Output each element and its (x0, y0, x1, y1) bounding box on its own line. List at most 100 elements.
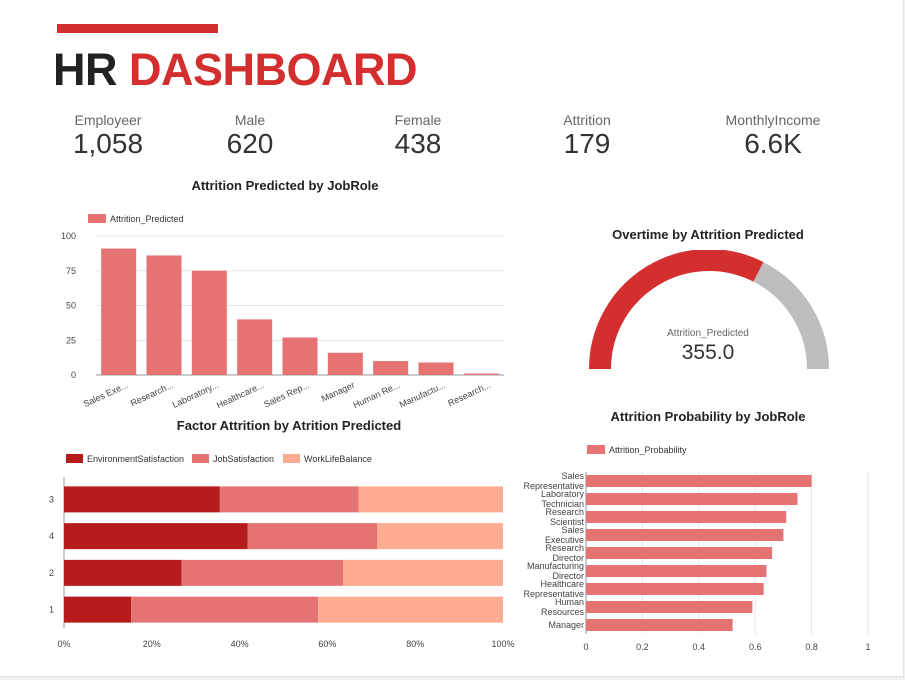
kpi-value: 179 (563, 128, 611, 159)
kpi-label: Attrition (563, 112, 611, 128)
x-tick-label: 0.8 (805, 642, 818, 652)
kpi-label: Female (394, 112, 442, 128)
y-tick-label: Sales (561, 471, 584, 481)
x-tick-label: 60% (318, 639, 336, 649)
kpi-label: MonthlyIncome (725, 112, 821, 128)
bar-segment (318, 596, 503, 623)
page-title-part1: HR (53, 44, 129, 95)
chart-attrition-predicted-by-jobrole: Attrition_Predicted 0 25 50 75 100 Sales Exe..… (61, 214, 504, 410)
chart-attrition-probability-by-jobrole: Attrition_Probability 0 0.2 0.4 0.6 0.8 1 Sales… (523, 445, 871, 652)
bar (586, 511, 787, 523)
bar-segment (247, 523, 378, 550)
bar-segment (181, 559, 344, 586)
y-tick-label: Healthcare (540, 579, 584, 589)
chart-title-attrition-predicted: Attrition Predicted by JobRole (191, 178, 379, 193)
legend-swatch (587, 445, 605, 454)
page-title-part2: DASHBOARD (129, 44, 418, 95)
y-tick-label: Representative (523, 481, 584, 491)
kpi-value: 6.6K (744, 128, 802, 159)
bar-segment (358, 486, 503, 513)
bar (237, 319, 273, 375)
x-tick-label: 20% (143, 639, 161, 649)
y-tick-label: Director (552, 571, 584, 581)
bar-segment (219, 486, 359, 513)
bar (418, 362, 454, 375)
bar (586, 619, 733, 631)
bar (586, 583, 764, 595)
kpi-label: Male (234, 112, 266, 128)
legend-label: JobSatisfaction (213, 454, 274, 464)
y-tick-label: Resources (541, 607, 585, 617)
bar (373, 361, 409, 375)
legend-label: WorkLifeBalance (304, 454, 372, 464)
kpi-monthly-income: MonthlyIncome 6.6K (693, 111, 853, 159)
y-tick-label: 0 (71, 370, 76, 380)
legend-swatch (283, 454, 300, 463)
y-tick-label: Sales (561, 525, 584, 535)
bar (191, 270, 227, 375)
y-tick-label: 3 (49, 494, 54, 504)
y-tick-label: 25 (66, 335, 76, 345)
x-tick-label: Research... (129, 380, 175, 409)
x-tick-label: Sales Rep... (262, 380, 311, 410)
x-tick-label: 100% (491, 639, 514, 649)
x-tick-label: Human Re... (351, 380, 401, 410)
bar (586, 493, 798, 505)
y-tick-label: Executive (545, 535, 584, 545)
bar (586, 547, 773, 559)
x-tick-label: Manufactu... (398, 380, 447, 410)
gauge-overtime (589, 250, 829, 370)
kpi-attrition: Attrition 179 (507, 111, 667, 159)
kpi-label: Employeer (74, 112, 142, 128)
chart-title-attrition-probability: Attrition Probability by JobRole (610, 409, 806, 424)
bar (327, 352, 363, 375)
y-tick-label: 4 (49, 531, 54, 541)
x-tick-label: 0.4 (693, 642, 706, 652)
kpi-male: Male 620 (170, 111, 330, 159)
chart-factor-attrition: EnvironmentSatisfaction JobSatisfaction Wo… (49, 454, 515, 649)
x-tick-label: 0.6 (749, 642, 762, 652)
gauge-value-arc (589, 250, 764, 370)
x-tick-label: 40% (231, 639, 249, 649)
bar-segment (64, 596, 132, 623)
y-tick-label: Director (552, 553, 584, 563)
legend-label: Attrition_Predicted (110, 214, 184, 224)
bar-segment (131, 596, 319, 623)
bar (282, 337, 318, 375)
x-tick-label: 0 (583, 642, 588, 652)
y-tick-label: 100 (61, 231, 76, 241)
y-tick-label: Research (545, 507, 584, 517)
kpi-value: 438 (394, 128, 442, 159)
bar-segment (64, 486, 220, 513)
legend-swatch (88, 214, 106, 223)
page-title: HR DASHBOARD (53, 42, 418, 98)
legend-swatch (192, 454, 209, 463)
y-tick-label: Laboratory (541, 489, 585, 499)
bar (146, 255, 182, 375)
x-tick-label: 1 (865, 642, 870, 652)
y-tick-label: 2 (49, 568, 54, 578)
bar-segment (64, 559, 182, 586)
legend-swatch (66, 454, 83, 463)
y-tick-label: Manufacturing (527, 561, 584, 571)
kpi-employeer: Employeer 1,058 (28, 111, 188, 159)
bar (586, 475, 812, 487)
title-accent-bar (57, 24, 218, 33)
bar-segment (64, 523, 248, 550)
kpi-value: 1,058 (72, 128, 144, 159)
x-tick-label: 0% (57, 639, 70, 649)
chart-title-factor-attrition: Factor Attrition by Atrition Predicted (176, 418, 402, 433)
x-tick-label: 80% (406, 639, 424, 649)
kpi-value: 620 (226, 128, 274, 159)
legend-label: EnvironmentSatisfaction (87, 454, 184, 464)
chart-title-overtime: Overtime by Attrition Predicted (612, 227, 804, 242)
bar (101, 248, 137, 375)
x-tick-label: Manager (320, 380, 356, 404)
x-tick-label: Research... (446, 380, 492, 409)
y-tick-label: Representative (523, 589, 584, 599)
bar-segment (343, 559, 503, 586)
y-tick-label: Manager (548, 620, 584, 630)
bar-segment (377, 523, 503, 550)
x-tick-label: 0.2 (636, 642, 649, 652)
